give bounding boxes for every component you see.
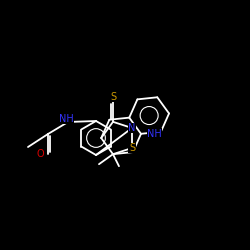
Text: N: N: [128, 123, 136, 133]
Text: NH: NH: [147, 129, 162, 139]
Text: S: S: [129, 143, 135, 153]
Text: NH: NH: [58, 114, 74, 124]
Text: S: S: [110, 92, 116, 102]
Text: O: O: [36, 149, 44, 159]
